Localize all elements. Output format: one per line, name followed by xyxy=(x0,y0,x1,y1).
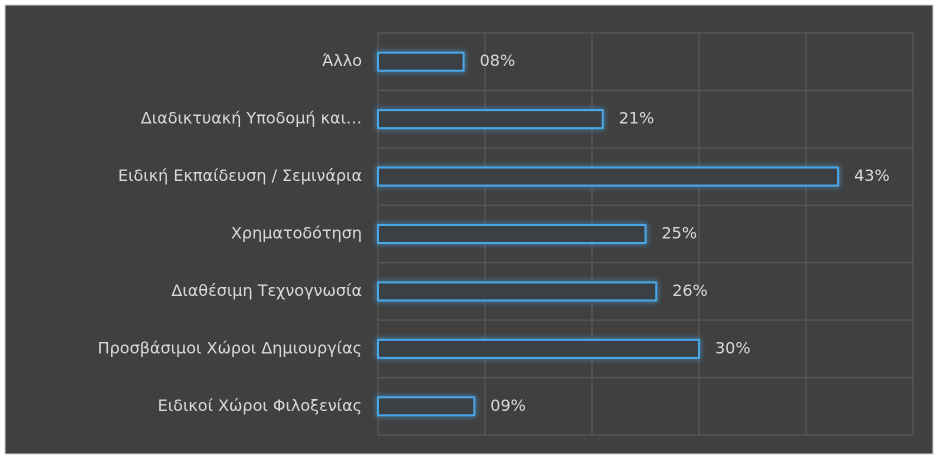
bar xyxy=(377,338,700,359)
data-label: 43% xyxy=(854,166,890,185)
data-label: 21% xyxy=(619,109,655,128)
data-label: 09% xyxy=(490,396,526,415)
data-label: 26% xyxy=(672,281,708,300)
y-tick-label: Διαδικτυακή Υποδομή και… xyxy=(141,109,362,128)
bar xyxy=(377,51,465,72)
bar xyxy=(377,396,476,417)
y-tick-label: Προσβάσιμοι Χώροι Δημιουργίας xyxy=(98,338,362,357)
bar xyxy=(377,224,647,244)
data-label: 25% xyxy=(662,224,698,243)
y-tick-label: Διαθέσιμη Τεχνογνωσία xyxy=(171,281,362,300)
y-tick-label: Ειδική Εκπαίδευση / Σεμινάρια xyxy=(118,166,362,185)
bar xyxy=(377,109,604,130)
y-tick-label: Ειδικοί Χώροι Φιλοξενίας xyxy=(158,396,362,415)
bar xyxy=(377,166,840,187)
y-tick-label: Χρηματοδότηση xyxy=(231,224,362,243)
data-label: 08% xyxy=(480,51,516,70)
y-tick-label: Άλλο xyxy=(322,51,362,70)
bar xyxy=(377,281,658,302)
data-label: 30% xyxy=(715,338,751,357)
